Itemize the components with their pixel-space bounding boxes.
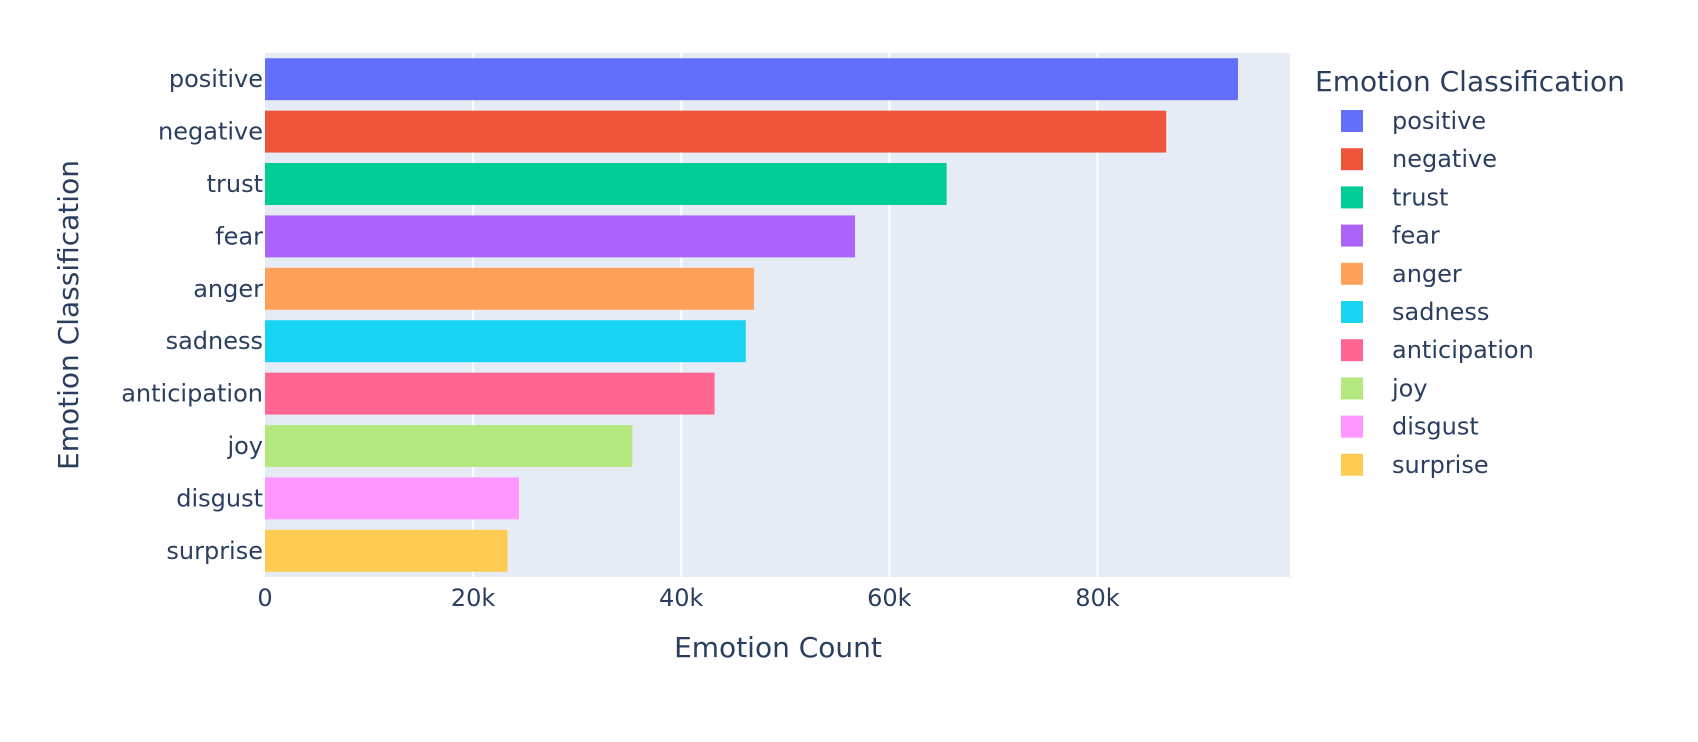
legend-label-sadness: sadness <box>1392 298 1489 326</box>
bar-sadness[interactable] <box>265 320 746 363</box>
legend-label-positive: positive <box>1392 107 1486 135</box>
bar-trust[interactable] <box>265 163 947 205</box>
legend-item-fear[interactable]: fear <box>1341 222 1440 250</box>
y-tick-label-fear: fear <box>215 222 263 250</box>
legend-label-fear: fear <box>1392 222 1440 250</box>
bar-negative[interactable] <box>265 110 1167 153</box>
legend-swatch-positive <box>1341 110 1363 132</box>
x-axis-tick-labels: 0 20k 40k 60k 80k <box>257 584 1119 612</box>
legend-swatch-trust <box>1341 186 1363 209</box>
legend-swatch-surprise <box>1341 453 1363 476</box>
y-tick-label-joy: joy <box>226 432 263 460</box>
bar-fear[interactable] <box>265 215 856 258</box>
bar-joy[interactable] <box>265 425 633 467</box>
legend-swatch-anticipation <box>1341 339 1363 362</box>
y-tick-label-anticipation: anticipation <box>121 380 263 408</box>
bar-anticipation[interactable] <box>265 372 715 415</box>
x-tick-label: 80k <box>1075 584 1120 612</box>
legend-item-surprise[interactable]: surprise <box>1341 451 1489 479</box>
bars <box>265 58 1238 572</box>
legend-item-disgust[interactable]: disgust <box>1341 413 1479 441</box>
legend-item-joy[interactable]: joy <box>1341 374 1428 402</box>
legend-label-anticipation: anticipation <box>1392 336 1534 364</box>
y-tick-label-anger: anger <box>193 275 263 303</box>
legend-swatch-disgust <box>1341 415 1363 438</box>
legend-label-negative: negative <box>1392 145 1497 173</box>
x-tick-label: 40k <box>659 584 704 612</box>
y-axis-title: Emotion Classification <box>52 160 85 470</box>
legend-swatch-negative <box>1341 148 1363 171</box>
y-tick-label-negative: negative <box>158 118 263 146</box>
x-tick-label: 0 <box>257 584 272 612</box>
legend-label-surprise: surprise <box>1392 451 1489 479</box>
legend-swatch-sadness <box>1341 301 1363 323</box>
legend-label-anger: anger <box>1392 260 1462 288</box>
y-tick-label-trust: trust <box>207 170 263 198</box>
legend-label-disgust: disgust <box>1392 413 1479 441</box>
legend-item-sadness[interactable]: sadness <box>1341 298 1489 326</box>
legend-swatch-joy <box>1341 377 1363 400</box>
bar-disgust[interactable] <box>265 477 519 520</box>
legend-label-joy: joy <box>1391 374 1428 402</box>
y-tick-label-surprise: surprise <box>166 537 263 565</box>
y-axis-tick-labels: positive negative trust fear anger sadness ant… <box>121 65 263 565</box>
legend-swatch-anger <box>1341 262 1363 285</box>
legend[interactable]: Emotion Classification positive negative t… <box>1315 65 1625 479</box>
bar-surprise[interactable] <box>265 529 508 572</box>
legend-label-trust: trust <box>1392 183 1448 211</box>
x-tick-label: 20k <box>451 584 496 612</box>
legend-item-trust[interactable]: trust <box>1341 183 1448 211</box>
legend-item-anger[interactable]: anger <box>1341 260 1462 288</box>
x-tick-label: 60k <box>867 584 912 612</box>
legend-item-negative[interactable]: negative <box>1341 145 1497 173</box>
bar-anger[interactable] <box>265 267 755 310</box>
legend-item-anticipation[interactable]: anticipation <box>1341 336 1534 364</box>
legend-items[interactable]: positive negative trust fear anger sadness ant… <box>1341 107 1534 479</box>
legend-item-positive[interactable]: positive <box>1341 107 1486 135</box>
bar-positive[interactable] <box>265 58 1238 101</box>
y-tick-label-sadness: sadness <box>166 327 263 355</box>
y-tick-label-positive: positive <box>169 65 263 93</box>
legend-title: Emotion Classification <box>1315 65 1625 98</box>
x-axis-title: Emotion Count <box>674 631 882 664</box>
legend-swatch-fear <box>1341 224 1363 247</box>
y-tick-label-disgust: disgust <box>176 484 263 512</box>
